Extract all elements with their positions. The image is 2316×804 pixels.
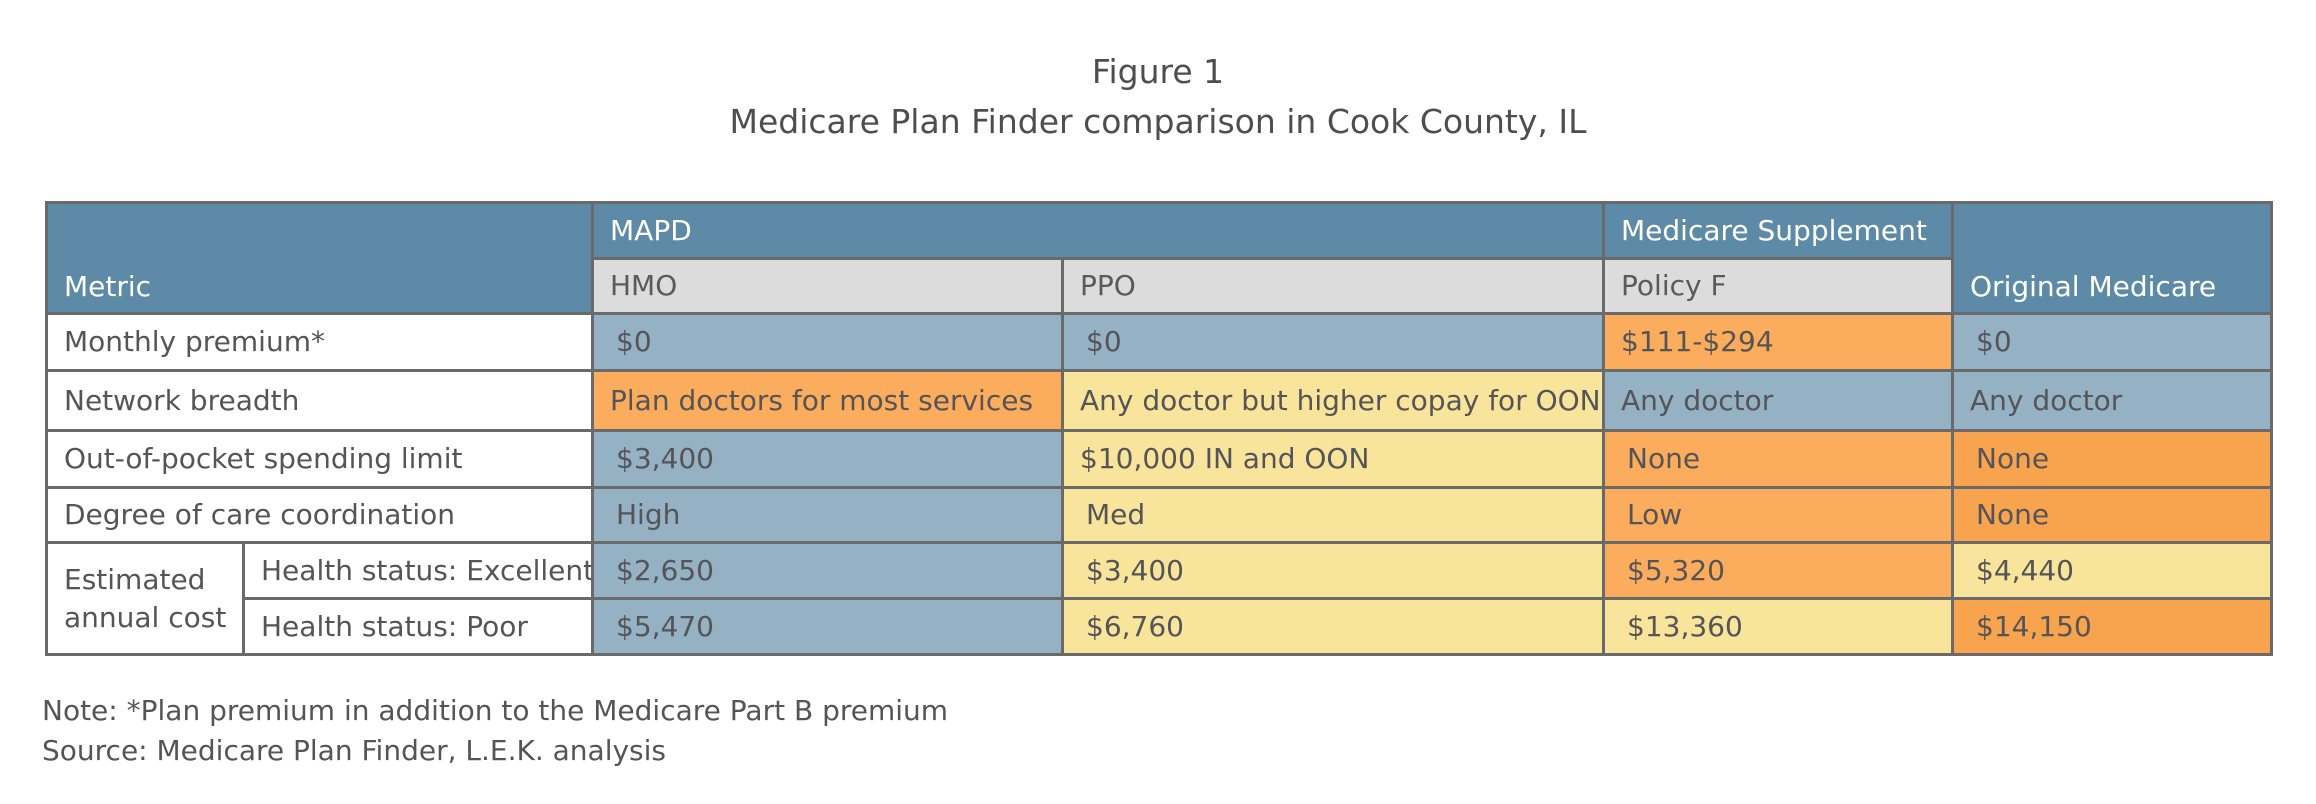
table-cell: $111-$294 [1602, 312, 1955, 372]
table-cell: None [1951, 429, 2274, 489]
table-cell: None [1951, 486, 2274, 544]
row-label: Health status: Excellent [242, 541, 594, 600]
estimated-annual-cost-label: Estimated annual cost [45, 541, 245, 656]
table-cell: $5,320 [1602, 541, 1955, 600]
row-label: Monthly premium* [45, 312, 594, 372]
table-row: Network breadth Plan doctors for most se… [45, 369, 2274, 432]
row-label: Network breadth [45, 369, 594, 432]
medicare-supplement-header: Medicare Supplement [1602, 201, 1955, 260]
table-row: Health status: Poor $5,470 $6,760 $13,36… [47, 597, 2274, 656]
table-cell: None [1602, 429, 1955, 489]
original-medicare-header: Original Medicare [1951, 201, 2274, 315]
table-cell: $3,400 [1060, 541, 1606, 600]
table-cell: Plan doctors for most services [591, 369, 1064, 432]
table-cell: High [591, 486, 1064, 544]
table-row: Out-of-pocket spending limit $3,400 $10,… [45, 429, 2274, 489]
table-cell: $5,470 [591, 597, 1064, 656]
header-row-top: Metric MAPD Medicare Supplement Original… [45, 201, 2274, 315]
table-cell: $4,440 [1951, 541, 2274, 600]
table-cell: Any doctor [1951, 369, 2274, 432]
comparison-table: Metric MAPD Medicare Supplement Original… [45, 201, 2274, 656]
table-cell: $0 [1060, 312, 1606, 372]
row-label: Degree of care coordination [45, 486, 594, 544]
table-row: Monthly premium* $0 $0 $111-$294 $0 [45, 312, 2274, 372]
table-row: Degree of care coordination High Med Low… [45, 486, 2274, 544]
table-cell: Any doctor but higher copay for OON [1060, 369, 1606, 432]
header-row-sub: HMO PPO Policy F [47, 257, 2272, 315]
table-cell: $13,360 [1602, 597, 1955, 656]
table-cell: $0 [1951, 312, 2274, 372]
table-cell: $0 [591, 312, 1064, 372]
mapd-header: MAPD [590, 201, 1606, 260]
footnote: Note: *Plan premium in addition to the M… [42, 694, 949, 727]
table-cell: $6,760 [1060, 597, 1606, 656]
figure-title: Medicare Plan Finder comparison in Cook … [729, 102, 1587, 141]
table-cell: $3,400 [591, 429, 1064, 489]
table-cell: $2,650 [591, 541, 1064, 600]
table-cell: Med [1060, 486, 1606, 544]
metric-header: Metric [45, 201, 594, 315]
table-cell: $14,150 [1951, 597, 2274, 656]
figure-number: Figure 1 [1091, 52, 1225, 91]
table-cell: Any doctor [1602, 369, 1955, 432]
source-note: Source: Medicare Plan Finder, L.E.K. ana… [42, 734, 667, 767]
policy-f-header: Policy F [1602, 257, 1955, 315]
row-label: Out-of-pocket spending limit [45, 429, 594, 489]
ppo-header: PPO [1060, 257, 1606, 315]
hmo-header: HMO [591, 257, 1064, 315]
table-cell: $10,000 IN and OON [1060, 429, 1606, 489]
row-label: Health status: Poor [242, 597, 594, 656]
table-cell: Low [1602, 486, 1955, 544]
table-row: Estimated annual cost Health status: Exc… [45, 541, 2274, 656]
